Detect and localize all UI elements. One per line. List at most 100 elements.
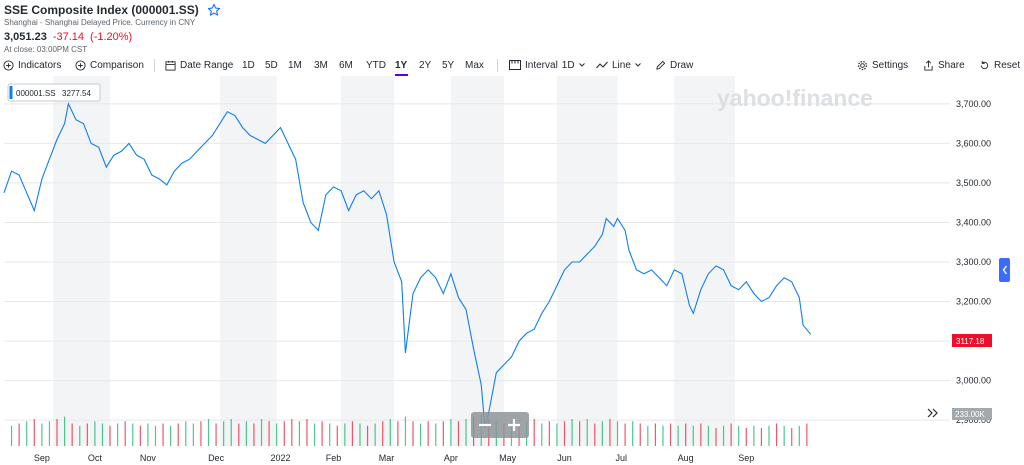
current-price: 3,051.23 xyxy=(4,31,47,43)
volume-bar xyxy=(745,428,747,446)
volume-bars xyxy=(10,414,808,446)
chart-type-dropdown[interactable]: Line xyxy=(596,55,646,75)
range-1m[interactable]: 1M xyxy=(288,59,302,71)
indicators-button[interactable]: Indicators xyxy=(3,55,61,75)
comparison-button[interactable]: Comparison xyxy=(75,55,144,75)
star-icon[interactable] xyxy=(207,3,221,17)
collapse-panel-button[interactable] xyxy=(999,258,1010,282)
chevron-down-icon xyxy=(578,63,585,67)
interval-icon xyxy=(509,60,521,70)
line-chart-icon xyxy=(596,61,608,69)
interval-dropdown[interactable]: Interval 1D xyxy=(509,55,590,75)
draw-button[interactable]: Draw xyxy=(655,55,693,75)
volume-bar xyxy=(397,421,399,446)
reset-button[interactable]: Reset xyxy=(979,55,1020,75)
y-tick-label: 3,300.00 xyxy=(956,257,991,267)
range-5y[interactable]: 5Y xyxy=(442,59,455,71)
volume-bar xyxy=(351,421,354,446)
zoom-in-button[interactable] xyxy=(508,419,520,431)
active-range-indicator xyxy=(395,74,408,76)
volume-bar xyxy=(215,423,217,446)
volume-bar xyxy=(435,423,437,446)
volume-badge: 233.00K xyxy=(952,408,992,420)
range-2y[interactable]: 2Y xyxy=(419,59,432,71)
legend-box: 000001.SS 3277.54 xyxy=(7,83,101,102)
x-tick-label: Dec xyxy=(208,453,225,463)
volume-bar xyxy=(230,419,232,446)
x-tick-label: Aug xyxy=(678,453,694,463)
volume-bar xyxy=(63,416,66,446)
range-3m[interactable]: 3M xyxy=(314,59,328,71)
volume-bar xyxy=(132,423,134,446)
x-tick-label: Jun xyxy=(557,453,572,463)
shaded-month-band xyxy=(450,76,504,446)
x-tick-label: Nov xyxy=(140,453,157,463)
legend-value: 3277.54 xyxy=(62,89,91,98)
double-chevron-right-icon xyxy=(927,408,938,418)
shaded-month-band xyxy=(53,76,111,446)
interval-label: Interval xyxy=(525,59,558,71)
scroll-forward-button[interactable] xyxy=(927,408,938,418)
price-change-percent: (-1.20%) xyxy=(90,31,133,43)
volume-bar xyxy=(427,421,429,446)
volume-bar xyxy=(18,423,20,446)
price-chart[interactable]: yahoo!finance 2,900.003,000.003,100.003,… xyxy=(0,76,1024,465)
volume-bar xyxy=(200,421,202,446)
volume-bar xyxy=(109,425,111,446)
zoom-controls xyxy=(471,412,529,438)
x-tick-label: Oct xyxy=(88,453,103,463)
volume-bar xyxy=(382,421,384,446)
range-6m[interactable]: 6M xyxy=(339,59,353,71)
range-5d[interactable]: 5D xyxy=(265,59,278,71)
gear-icon xyxy=(857,60,868,70)
volume-bar xyxy=(389,419,391,446)
volume-bar xyxy=(783,425,785,446)
share-button[interactable]: Share xyxy=(923,55,965,75)
volume-bar xyxy=(541,423,543,446)
price-badge-text: 3117.18 xyxy=(956,337,985,346)
volume-bar xyxy=(563,421,566,446)
shaded-month-band xyxy=(219,76,277,446)
month-shading xyxy=(53,76,735,446)
settings-label: Settings xyxy=(872,59,909,71)
volume-bar xyxy=(677,425,679,446)
volume-bar xyxy=(404,416,407,446)
chevron-down-icon xyxy=(635,63,641,67)
volume-bar xyxy=(616,421,619,446)
volume-bar xyxy=(336,425,338,446)
price-badge: 3117.18 xyxy=(952,334,992,347)
range-max[interactable]: Max xyxy=(465,59,484,71)
volume-bar xyxy=(579,421,581,446)
volume-bar xyxy=(283,421,285,446)
volume-bar xyxy=(654,423,656,446)
volume-bar xyxy=(571,419,573,446)
volume-bar xyxy=(753,425,755,446)
y-tick-label: 3,000.00 xyxy=(956,376,991,386)
volume-bar xyxy=(366,425,369,446)
volume-bar xyxy=(624,423,626,446)
plus-icon xyxy=(508,419,520,431)
range-1d[interactable]: 1D xyxy=(242,59,255,71)
range-1y[interactable]: 1Y xyxy=(395,59,408,71)
toolbar-divider xyxy=(497,59,498,72)
range-ytd[interactable]: YTD xyxy=(366,59,386,71)
volume-bar xyxy=(722,425,725,446)
x-tick-label: May xyxy=(499,453,517,463)
settings-button[interactable]: Settings xyxy=(857,55,908,75)
volume-bar xyxy=(223,421,225,446)
volume-bar xyxy=(533,419,535,446)
chevron-left-icon xyxy=(1002,265,1008,275)
volume-bar xyxy=(124,421,126,446)
volume-badge-text: 233.00K xyxy=(955,410,985,419)
date-range-button[interactable]: Date Range xyxy=(165,55,233,75)
volume-bar xyxy=(798,425,800,446)
volume-bar xyxy=(359,423,361,446)
legend-symbol: 000001.SS xyxy=(16,89,56,98)
volume-bar xyxy=(48,421,51,446)
calendar-icon xyxy=(165,60,176,71)
price-line xyxy=(3,102,812,429)
quote-header: SSE Composite Index (000001.SS) Shanghai… xyxy=(4,2,604,55)
volume-bar xyxy=(791,428,793,446)
volume-bar xyxy=(192,423,194,446)
volume-bar xyxy=(647,425,649,446)
